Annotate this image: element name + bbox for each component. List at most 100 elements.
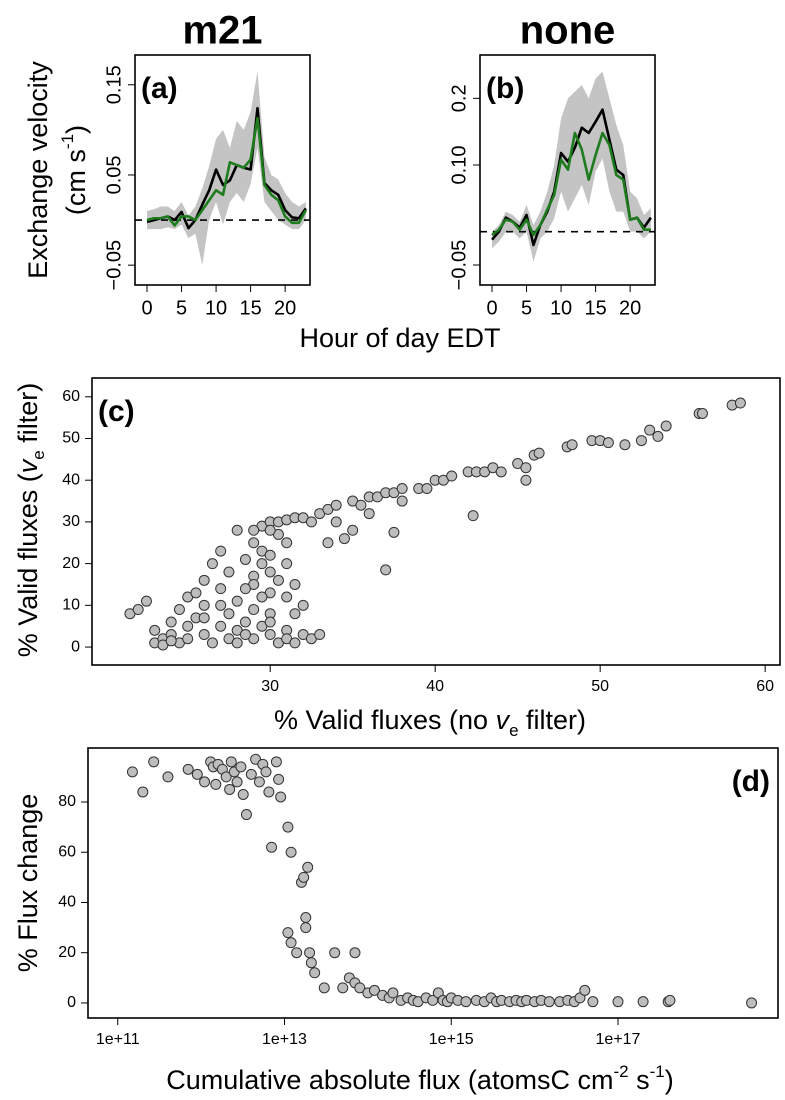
point — [253, 776, 265, 788]
label-part: % Valid fluxes ( — [13, 473, 43, 657]
point — [182, 620, 194, 632]
point — [579, 984, 591, 996]
point — [231, 637, 243, 649]
point — [165, 635, 177, 647]
point — [298, 871, 310, 883]
point — [533, 447, 545, 459]
plot-frame — [91, 377, 781, 666]
label-part: % Valid fluxes (no — [274, 705, 496, 735]
label-part: s — [629, 1065, 650, 1095]
point — [199, 776, 211, 788]
x-tick-label: 5 — [176, 297, 187, 319]
point — [349, 947, 361, 959]
point — [275, 791, 287, 803]
point — [272, 574, 284, 586]
point — [239, 553, 251, 565]
point — [467, 510, 479, 522]
point — [231, 524, 243, 536]
point — [260, 766, 272, 778]
point — [264, 629, 276, 641]
x-axis-label: Cumulative absolute flux (atomsC cm-2 s-… — [166, 1062, 673, 1095]
point — [330, 499, 342, 511]
point — [587, 996, 599, 1008]
y-tick-label: 0.15 — [103, 65, 125, 104]
point — [637, 996, 649, 1008]
label-part: (cm s — [61, 149, 91, 215]
point — [182, 633, 194, 645]
point — [446, 470, 458, 482]
point — [300, 922, 312, 934]
y-axis-unit: (cm s-1) — [58, 125, 91, 215]
point — [149, 624, 161, 636]
point — [635, 435, 647, 447]
point — [210, 778, 222, 790]
y-tick-label: 60 — [58, 843, 76, 860]
band — [492, 71, 651, 262]
y-tick-label: 20 — [62, 555, 80, 572]
point — [235, 761, 247, 773]
point — [281, 537, 293, 549]
y-tick-label: 30 — [62, 513, 80, 530]
y-tick-label: 0 — [71, 638, 80, 655]
point — [282, 821, 294, 833]
point — [602, 437, 614, 449]
point — [660, 420, 672, 432]
point — [148, 756, 160, 768]
y-tick-label: 0.10 — [448, 146, 470, 185]
y-tick-label: −0.05 — [448, 240, 470, 291]
point — [132, 604, 144, 616]
label-part: e — [29, 450, 48, 459]
point — [206, 637, 218, 649]
label-part: Cumulative absolute flux (atomsC cm — [166, 1065, 613, 1095]
point — [182, 763, 194, 775]
point — [355, 499, 367, 511]
panel-title: m21 — [182, 9, 262, 53]
point — [652, 430, 664, 442]
point — [215, 545, 227, 557]
x-tick-label: 1e+13 — [262, 1031, 307, 1048]
point — [239, 616, 251, 628]
panel-label: (c) — [98, 395, 135, 428]
label-part: v — [496, 705, 511, 735]
label-part: e — [509, 721, 518, 740]
point — [338, 533, 350, 545]
point — [330, 516, 342, 528]
x-tick-label: 20 — [619, 297, 641, 319]
x-tick-label: 0 — [141, 297, 152, 319]
y-tick-label: 20 — [58, 944, 76, 961]
point — [612, 996, 624, 1008]
point — [329, 947, 341, 959]
point — [566, 439, 578, 451]
point — [270, 756, 282, 768]
point — [421, 483, 433, 495]
point — [281, 558, 293, 570]
point — [225, 756, 237, 768]
point — [619, 439, 631, 451]
y-tick-label: 40 — [58, 894, 76, 911]
panel-label: (a) — [141, 72, 178, 105]
point — [263, 786, 275, 798]
point — [240, 809, 252, 821]
point — [460, 996, 472, 1008]
point — [363, 508, 375, 520]
point — [734, 397, 746, 409]
point — [266, 841, 278, 853]
point — [289, 608, 301, 620]
y-tick-label: 0.05 — [103, 155, 125, 194]
y-tick-label: 0 — [67, 994, 76, 1011]
point — [273, 773, 285, 785]
point — [396, 495, 408, 507]
point — [305, 957, 317, 969]
series-line — [491, 131, 651, 237]
label-part: ) — [665, 1065, 674, 1095]
point — [318, 982, 330, 994]
point — [165, 616, 177, 628]
y-axis-label: % Flux change — [13, 794, 43, 973]
y-axis-label: % Valid fluxes (ve filter) — [13, 383, 48, 658]
point — [248, 524, 260, 536]
point — [289, 578, 301, 590]
point — [291, 947, 303, 959]
point — [322, 537, 334, 549]
point — [237, 788, 249, 800]
y-tick-label: 40 — [62, 471, 80, 488]
